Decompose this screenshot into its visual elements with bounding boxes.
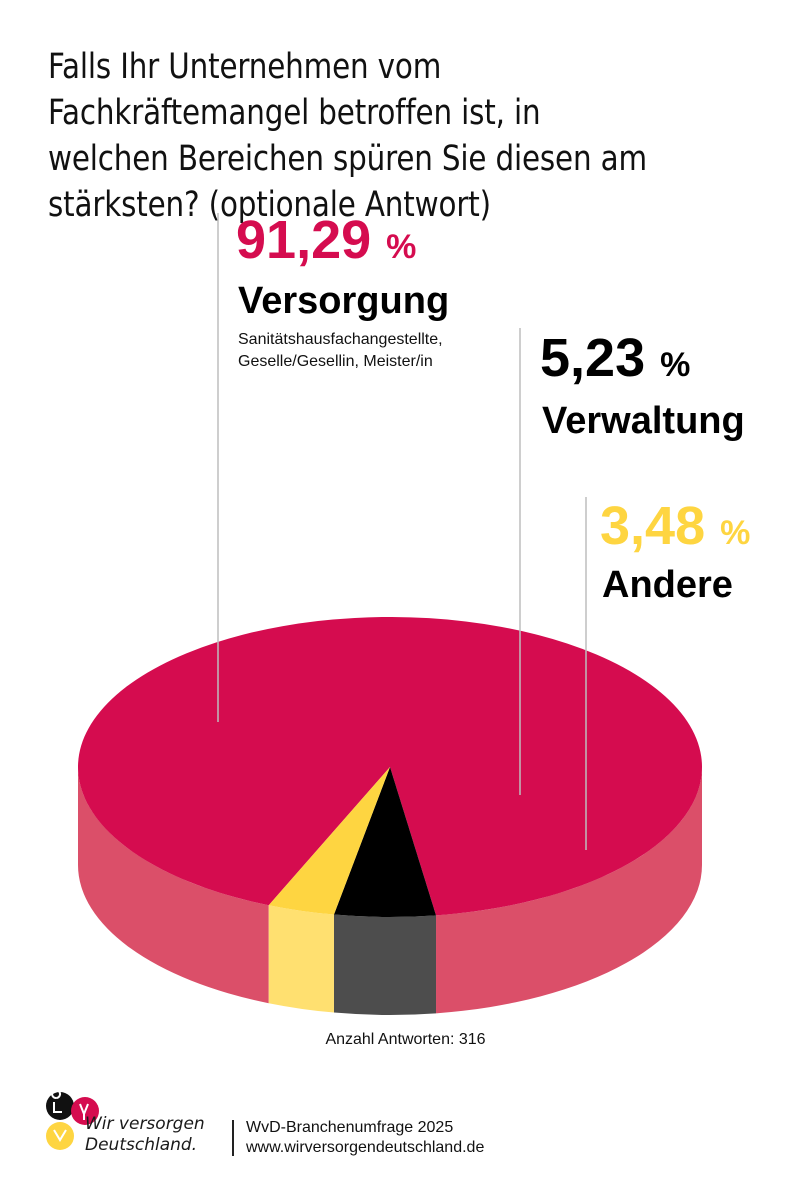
- category-label-versorgung: Versorgung: [238, 280, 449, 322]
- brand-logo: [46, 1089, 99, 1150]
- logo-yellow-circle: [46, 1122, 74, 1150]
- survey-website: www.wirversorgendeutschland.de: [246, 1139, 485, 1156]
- pie-slice-versorgung: [78, 616, 702, 916]
- response-count: Anzahl Antworten: 316: [325, 1031, 486, 1048]
- value-label-andere: 3,48 %: [600, 496, 750, 556]
- category-label-verwaltung: Verwaltung: [542, 400, 745, 442]
- logo-line-1: Wir versorgen: [85, 1114, 205, 1134]
- pie-side-andere-0: [268, 905, 334, 1013]
- survey-info: WvD-Branchenumfrage 2025 www.wirversorge…: [246, 1118, 484, 1158]
- footer-divider: [232, 1120, 234, 1156]
- value-label-verwaltung: 5,23 %: [540, 328, 690, 388]
- pie-side-verwaltung-0: [333, 914, 437, 1015]
- logo-line-2: Deutschland.: [85, 1135, 198, 1155]
- chart-title: Falls Ihr Unternehmen vom Fachkräftemang…: [48, 47, 647, 225]
- pie-side-versorgung-1: [436, 767, 702, 1014]
- sublabel-line-1: Sanitätshausfachangestellte,: [238, 331, 443, 348]
- sublabel-line-2: Geselle/Gesellin, Meister/in: [238, 353, 433, 370]
- pie-slice-verwaltung: [333, 767, 437, 917]
- category-label-andere: Andere: [602, 564, 733, 606]
- pie-slice-andere: [268, 767, 390, 915]
- value-label-versorgung: 91,29 %: [236, 210, 416, 270]
- survey-name: WvD-Branchenumfrage 2025: [246, 1119, 454, 1136]
- pie-side-versorgung-0: [78, 767, 269, 1004]
- logo-wordmark: Wir versorgen Deutschland.: [85, 1114, 205, 1156]
